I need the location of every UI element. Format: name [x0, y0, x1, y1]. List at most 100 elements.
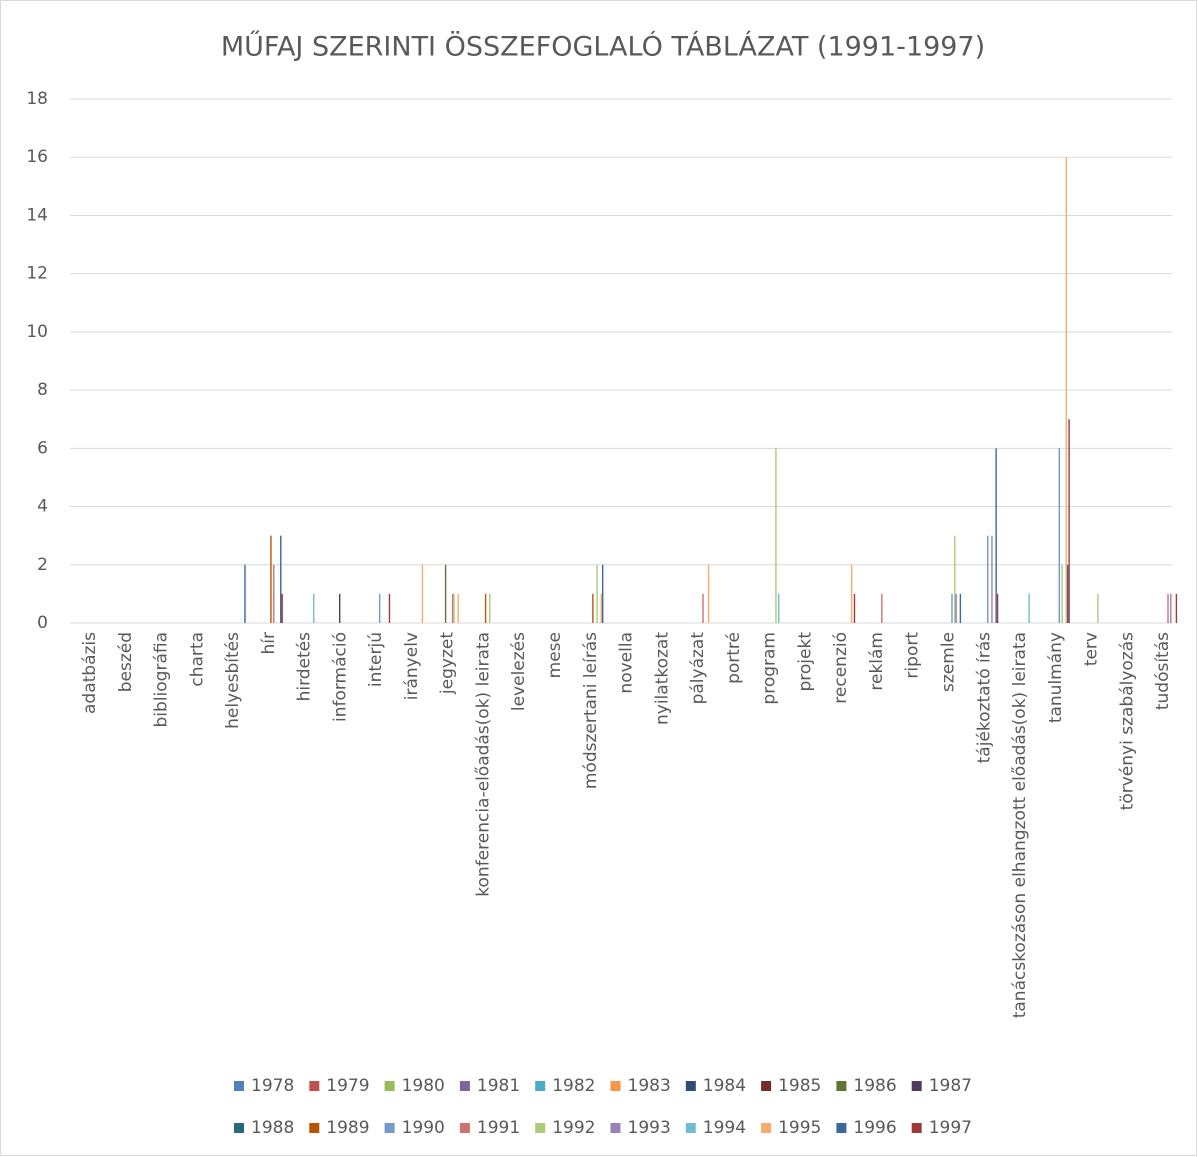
bar [853, 593, 856, 623]
x-tick-label: információ [330, 632, 350, 722]
bar [1175, 593, 1178, 623]
x-tick-label: bibliográfia [152, 632, 172, 727]
x-tick-label: projekt [795, 632, 815, 692]
legend-swatch [234, 1123, 244, 1133]
bar [273, 564, 275, 623]
bar [1066, 564, 1069, 623]
bar [338, 593, 341, 623]
bar [281, 593, 283, 623]
legend-swatch [610, 1081, 621, 1091]
legend-swatch [761, 1081, 772, 1091]
legend-swatch [459, 1081, 470, 1091]
legend-swatch [761, 1123, 772, 1133]
bar [955, 593, 957, 623]
bar [592, 593, 594, 623]
legend-swatch [234, 1081, 244, 1091]
legend-label: 1979 [326, 1076, 369, 1096]
legend-label: 1994 [703, 1118, 746, 1138]
x-tick-label: helyesbítés [223, 632, 243, 729]
bar [778, 593, 780, 623]
bar [378, 593, 381, 623]
bar [991, 535, 993, 623]
x-tick-label: tájékoztató írás [974, 632, 994, 764]
legend-swatch [459, 1123, 470, 1133]
legend-label: 1996 [853, 1118, 896, 1138]
bar [1065, 157, 1067, 623]
bar [421, 564, 424, 623]
y-tick-label: 14 [26, 205, 48, 225]
x-tick-label: tudósítás [1153, 632, 1173, 710]
bar [1058, 448, 1060, 623]
bar [996, 593, 999, 623]
legend-swatch [836, 1123, 847, 1133]
bar [702, 593, 704, 623]
bar [457, 593, 459, 623]
bar [270, 535, 272, 623]
legend-label: 1988 [251, 1118, 294, 1138]
legend-swatch [836, 1081, 847, 1091]
bar [959, 593, 962, 623]
x-tick-label: portré [724, 632, 744, 684]
y-tick-label: 12 [26, 264, 48, 284]
legend-swatch [309, 1081, 320, 1091]
x-tick-label: recenzió [831, 632, 851, 704]
y-tick-label: 0 [37, 613, 48, 633]
y-tick-label: 8 [37, 380, 48, 400]
legend-swatch [685, 1123, 696, 1133]
x-tick-label: jegyzet [438, 632, 458, 695]
bar [1097, 593, 1099, 623]
x-tick-label: módszertani leírás [581, 632, 601, 789]
x-tick-label: charta [187, 632, 207, 687]
legend-label: 1997 [929, 1118, 972, 1138]
bar [280, 535, 282, 623]
bar [601, 564, 604, 623]
y-tick-label: 16 [26, 147, 48, 167]
y-tick-label: 4 [37, 497, 48, 517]
bar [388, 593, 391, 623]
bar [1170, 593, 1172, 623]
x-tick-label: novella [617, 632, 637, 694]
legend-label: 1984 [703, 1076, 746, 1096]
legend-swatch [610, 1123, 621, 1133]
legend-swatch [535, 1123, 546, 1133]
bar [775, 448, 777, 623]
x-tick-label: irányelv [402, 632, 422, 700]
legend-label: 1978 [251, 1076, 294, 1096]
bar [451, 593, 454, 623]
legend-label: 1993 [628, 1118, 671, 1138]
x-tick-label: levelezés [509, 632, 529, 711]
legend-label: 1980 [402, 1076, 445, 1096]
chart-title: MŰFAJ SZERINTI ÖSSZEFOGLALÓ TÁBLÁZAT (19… [221, 31, 985, 63]
bar [707, 564, 710, 623]
x-tick-label: beszéd [116, 632, 136, 692]
bar [995, 448, 997, 623]
x-tick-label: hirdetés [295, 632, 315, 702]
bar [489, 593, 491, 623]
x-tick-label: tanulmány [1046, 632, 1066, 723]
bar [1061, 564, 1063, 623]
legend-label: 1989 [326, 1118, 369, 1138]
bar [987, 535, 989, 623]
legend-label: 1981 [477, 1076, 520, 1096]
legend-swatch [535, 1081, 546, 1091]
legend-label: 1995 [778, 1118, 821, 1138]
bar [313, 593, 315, 623]
legend-swatch [384, 1123, 395, 1133]
legend-label: 1983 [628, 1076, 671, 1096]
legend-label: 1991 [477, 1118, 520, 1138]
legend-label: 1990 [402, 1118, 445, 1138]
x-tick-label: adatbázis [80, 632, 100, 714]
legend-swatch [911, 1123, 922, 1133]
legend-label: 1987 [929, 1076, 972, 1096]
y-tick-label: 6 [37, 438, 48, 458]
y-tick-label: 2 [37, 555, 48, 575]
bar [1028, 593, 1030, 623]
x-tick-label: konferencia-előadás(ok) leirata [473, 632, 493, 897]
legend-label: 1986 [853, 1076, 896, 1096]
x-tick-label: szemle [938, 632, 958, 692]
x-tick-label: terv [1082, 632, 1102, 666]
bar [850, 564, 853, 623]
x-tick-label: törvényi szabályozás [1117, 632, 1137, 810]
legend-swatch [384, 1081, 395, 1091]
bar [1167, 593, 1169, 623]
